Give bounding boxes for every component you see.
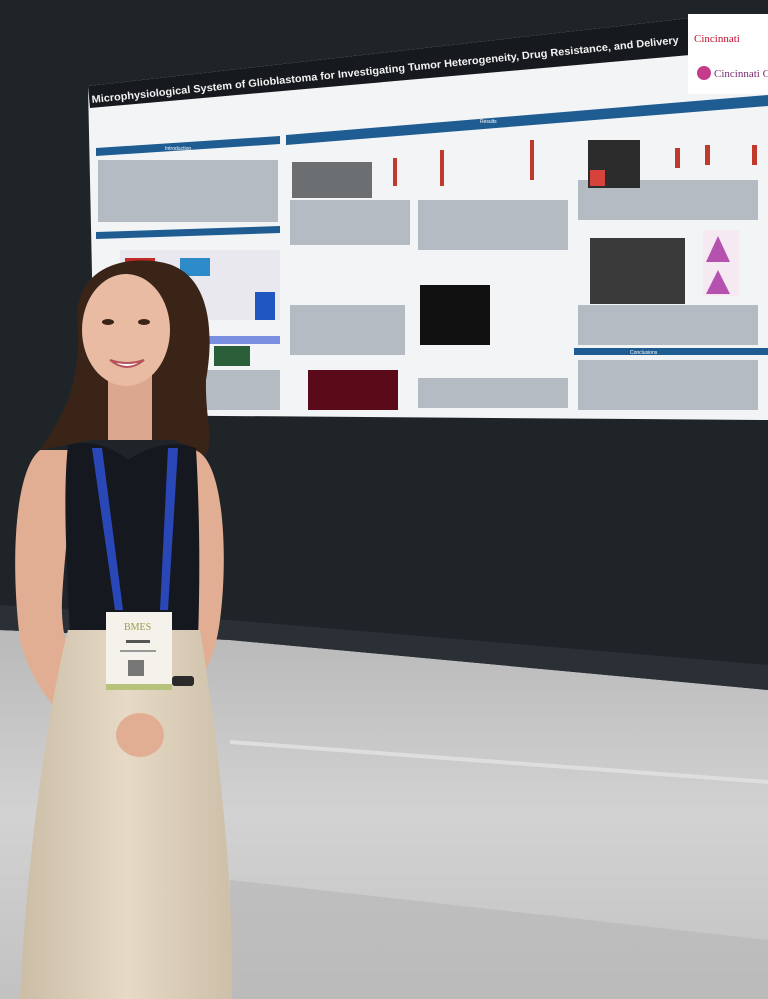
left-arm	[15, 450, 125, 745]
skirt	[20, 630, 233, 999]
badge-qr-code	[128, 660, 144, 676]
results-header-text: Results	[480, 119, 497, 125]
poster-title-banner	[88, 18, 690, 108]
floor-tile-line	[230, 740, 768, 784]
watch	[172, 676, 194, 686]
childrens-logo-icon	[697, 66, 711, 80]
badge-event-logo: BMES	[124, 622, 151, 633]
childrens-logo: Cincinnati Children's	[714, 68, 768, 80]
lanyard	[92, 448, 178, 610]
black-top	[65, 443, 200, 640]
intro-header-text: Introduction	[165, 146, 191, 152]
name-badge: BMES	[106, 612, 172, 690]
intro-header	[96, 136, 280, 156]
results-header	[286, 95, 768, 145]
right-eye	[138, 319, 150, 325]
conclusions-header	[574, 348, 768, 355]
presenter: BMES	[15, 260, 233, 999]
methods-header	[96, 226, 280, 239]
university-logo: Cincinnati	[694, 33, 740, 45]
floor-shadow	[230, 880, 768, 999]
conclusions-header-text: Conclusions	[630, 350, 658, 356]
hands	[116, 713, 164, 757]
left-eye	[102, 319, 114, 325]
smile	[109, 359, 145, 368]
logo-box	[688, 14, 768, 94]
face	[82, 274, 170, 386]
